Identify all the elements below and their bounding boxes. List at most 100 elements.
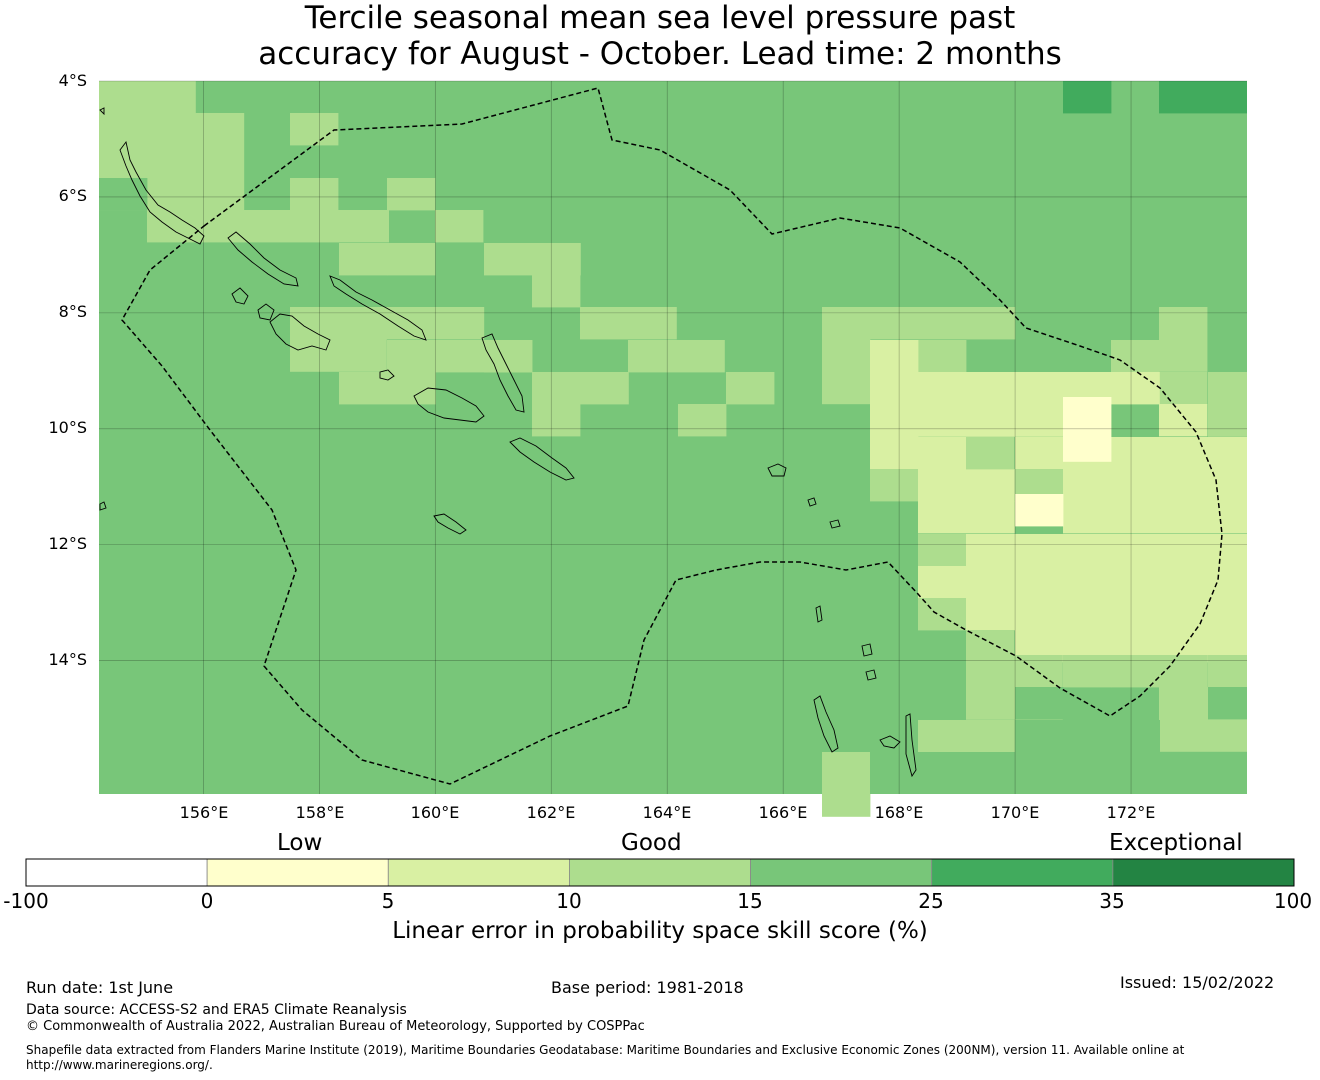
legend-category-good: Good [621, 830, 682, 856]
skill-cell-25 [918, 340, 967, 373]
skill-cell-19 [532, 404, 581, 437]
skill-cell-32 [1015, 372, 1064, 405]
colorbar-swatch-4 [750, 858, 933, 887]
eez-boundaries [121, 87, 1223, 785]
skill-cell-62 [1159, 81, 1256, 114]
skill-cell-27 [1159, 307, 1208, 372]
coastline-small-3 [99, 501, 107, 511]
coastline-small-2 [807, 497, 817, 507]
skill-cell-17 [628, 340, 725, 373]
coastline-guadalcanal [413, 387, 485, 423]
coastline-small-1 [829, 519, 841, 529]
skill-cell-63 [1063, 397, 1112, 462]
skill-cell-67 [1208, 687, 1247, 720]
lon-label-156e: 156°E [179, 803, 229, 822]
skill-cell-16 [580, 307, 677, 340]
lat-label-8s: 8°S [58, 302, 87, 321]
coastline-bougainville [119, 140, 205, 245]
colorbar-tick-0: 0 [200, 889, 214, 913]
skill-cell-23 [822, 307, 871, 405]
lon-label-166e: 166°E [758, 803, 808, 822]
skill-cell-46 [918, 534, 967, 567]
coastline-choiseul [227, 231, 299, 287]
skill-cell-59 [822, 752, 871, 817]
issued-date: Issued: 15/02/2022 [1120, 973, 1275, 992]
skill-cell-4 [387, 178, 436, 211]
base-period: Base period: 1981-2018 [551, 978, 744, 997]
colorbar-swatch-6 [1112, 858, 1295, 887]
skill-cell-65 [1015, 687, 1064, 720]
chart-title-line-1: Tercile seasonal mean sea level pressure… [304, 0, 1016, 36]
lat-label-10s: 10°S [48, 418, 87, 437]
coastline-efate [865, 669, 877, 681]
skill-cell-10 [484, 243, 581, 276]
legend-category-low: Low [277, 830, 323, 856]
lat-label-4s: 4°S [58, 71, 87, 90]
skill-cell-43 [1063, 469, 1257, 502]
colorbar-title: Linear error in probability space skill … [392, 918, 928, 944]
lon-label-164e: 164°E [642, 803, 692, 822]
shapefile-credit-line-1: Shapefile data extracted from Flanders M… [26, 1043, 1185, 1057]
coastline-malakula [879, 735, 901, 749]
skill-cell-41 [966, 437, 1015, 470]
shapefile-credit-line-2: http://www.marineregions.org/. [26, 1058, 213, 1072]
coastline-malaita [481, 333, 525, 413]
skill-cell-38 [1111, 437, 1257, 470]
skill-cell-7 [339, 243, 388, 276]
coastline-shortland [231, 287, 249, 305]
colorbar-swatch-3 [569, 858, 751, 887]
skill-cell-15 [484, 340, 533, 373]
colorbar-frame [25, 858, 1295, 887]
skill-cell-0 [99, 81, 196, 114]
skill-grid-cells [99, 60, 1320, 817]
skill-cell-36 [1015, 437, 1064, 470]
lon-label-162e: 162°E [526, 803, 576, 822]
skill-cell-47 [966, 534, 1257, 567]
legend-category-exceptional: Exceptional [1109, 830, 1243, 856]
coastline-small-4 [99, 107, 105, 116]
colorbar [25, 858, 1295, 887]
lat-label-14s: 14°S [48, 650, 87, 669]
coastline-pentecost [905, 713, 917, 778]
skill-cell-5 [99, 178, 148, 211]
colorbar-tick-100: 100 [1273, 889, 1313, 913]
data-source: Data source: ACCESS-S2 and ERA5 Climate … [26, 1002, 407, 1018]
skill-cell-55 [1111, 655, 1208, 688]
colorbar-tick-5: 5 [381, 889, 395, 913]
colorbar-swatch-0 [25, 858, 208, 887]
skill-cell-60 [966, 720, 1015, 753]
lat-label-12s: 12°S [48, 534, 87, 553]
chart-title-line-2: accuracy for August - October. Lead time… [258, 36, 1062, 72]
coastlines [99, 107, 917, 778]
coastline-rennell [433, 513, 467, 535]
colorbar-tick-35: 35 [1099, 889, 1125, 913]
graticule [99, 80, 1247, 794]
coastline-santa-isabel [329, 275, 427, 341]
coastline-torres-is [815, 605, 823, 623]
colorbar-tick-10: 10 [556, 889, 582, 913]
coastline-new-georgia [269, 313, 331, 351]
skill-cell-30 [870, 340, 919, 470]
skill-cell-26 [1111, 340, 1160, 373]
colorbar-tick-minus100: -100 [3, 889, 49, 913]
colorbar-swatch-1 [206, 858, 389, 887]
skill-cell-9 [435, 210, 484, 243]
skill-cell-34 [1159, 404, 1208, 437]
skill-cell-2 [290, 113, 339, 146]
skill-cell-69 [1015, 752, 1208, 782]
coastline-santa-cruz [767, 463, 787, 477]
map-clip-right [1247, 60, 1320, 800]
lon-label-172e: 172°E [1106, 803, 1156, 822]
coastline-florida-is [379, 369, 395, 381]
coastline-banks-is [861, 643, 873, 657]
skill-cell-45 [1063, 501, 1257, 534]
skill-cell-11 [532, 275, 581, 308]
colorbar-tick-15: 15 [737, 889, 763, 913]
lon-label-170e: 170°E [990, 803, 1040, 822]
skill-cell-28 [1159, 372, 1208, 405]
skill-cell-61 [1063, 81, 1112, 114]
skill-cell-50 [966, 598, 1257, 631]
colorbar-swatch-2 [387, 858, 570, 887]
eez-solomon-islands [121, 87, 1223, 785]
skill-cell-48 [918, 566, 1257, 599]
